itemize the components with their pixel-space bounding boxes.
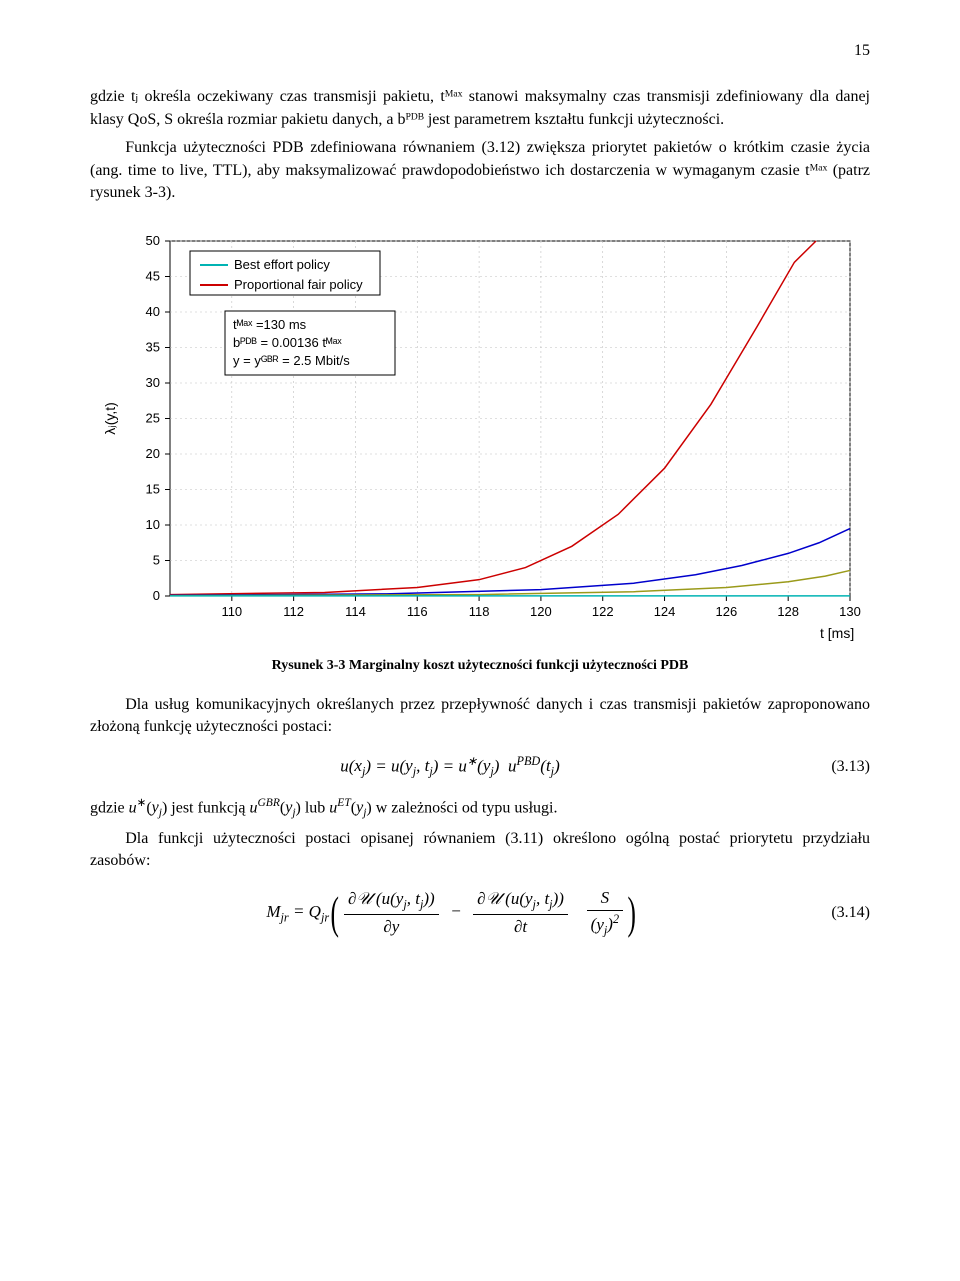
svg-text:15: 15 bbox=[146, 482, 160, 497]
page-number: 15 bbox=[90, 40, 870, 62]
svg-text:Best effort policy: Best effort policy bbox=[234, 257, 330, 272]
svg-text:126: 126 bbox=[716, 604, 738, 619]
svg-text:40: 40 bbox=[146, 304, 160, 319]
paragraph-5: Dla funkcji użyteczności postaci opisane… bbox=[90, 828, 870, 873]
svg-text:130: 130 bbox=[839, 604, 861, 619]
paragraph-3: Dla usług komunikacyjnych określanych pr… bbox=[90, 694, 870, 739]
paragraph-1: gdzie tⱼ określa oczekiwany czas transmi… bbox=[90, 86, 870, 131]
svg-text:122: 122 bbox=[592, 604, 614, 619]
svg-text:35: 35 bbox=[146, 340, 160, 355]
svg-text:20: 20 bbox=[146, 446, 160, 461]
paragraph-4: gdzie u∗(yj) jest funkcją uGBR(yj) lub u… bbox=[90, 795, 870, 822]
svg-text:45: 45 bbox=[146, 269, 160, 284]
svg-text:λⱼ(y,t): λⱼ(y,t) bbox=[102, 403, 118, 436]
svg-text:0: 0 bbox=[153, 588, 160, 603]
svg-text:t [ms]: t [ms] bbox=[820, 625, 854, 641]
figure-caption: Rysunek 3-3 Marginalny koszt użytecznośc… bbox=[90, 656, 870, 676]
equation-3-14: Mjr = Qjr ( ∂𝒰 (u(yj, tj)) ∂y − ∂𝒰 (u(yj… bbox=[90, 886, 870, 939]
svg-text:114: 114 bbox=[345, 604, 366, 619]
svg-text:112: 112 bbox=[283, 604, 304, 619]
svg-text:124: 124 bbox=[654, 604, 676, 619]
svg-text:30: 30 bbox=[146, 375, 160, 390]
eq-number-314: (3.14) bbox=[810, 902, 870, 924]
paragraph-2: Funkcja użyteczności PDB zdefiniowana ró… bbox=[90, 137, 870, 204]
equation-3-13: u(xj) = u(yj, tj) = u∗(yj) uPBD(tj) (3.1… bbox=[90, 753, 870, 781]
svg-text:y = yᴳᴮᴿ = 2.5 Mbit/s: y = yᴳᴮᴿ = 2.5 Mbit/s bbox=[233, 353, 350, 368]
eq-number-313: (3.13) bbox=[810, 756, 870, 778]
figure-3-3: 110 112 114 116 118 120 122 124 126 128 130 0 5 10 15 2… bbox=[90, 226, 870, 646]
svg-text:10: 10 bbox=[146, 517, 160, 532]
svg-text:128: 128 bbox=[777, 604, 799, 619]
svg-text:5: 5 bbox=[153, 553, 160, 568]
svg-text:tᴹᵃˣ =130 ms: tᴹᵃˣ =130 ms bbox=[233, 317, 307, 332]
svg-text:25: 25 bbox=[146, 411, 160, 426]
svg-text:120: 120 bbox=[530, 604, 552, 619]
svg-text:110: 110 bbox=[221, 604, 242, 619]
svg-text:118: 118 bbox=[469, 604, 490, 619]
svg-text:50: 50 bbox=[146, 233, 160, 248]
svg-text:bᴾᴰᴮ = 0.00136 tᴹᵃˣ: bᴾᴰᴮ = 0.00136 tᴹᵃˣ bbox=[233, 335, 342, 350]
svg-text:116: 116 bbox=[407, 604, 428, 619]
svg-text:Proportional fair policy: Proportional fair policy bbox=[234, 277, 363, 292]
